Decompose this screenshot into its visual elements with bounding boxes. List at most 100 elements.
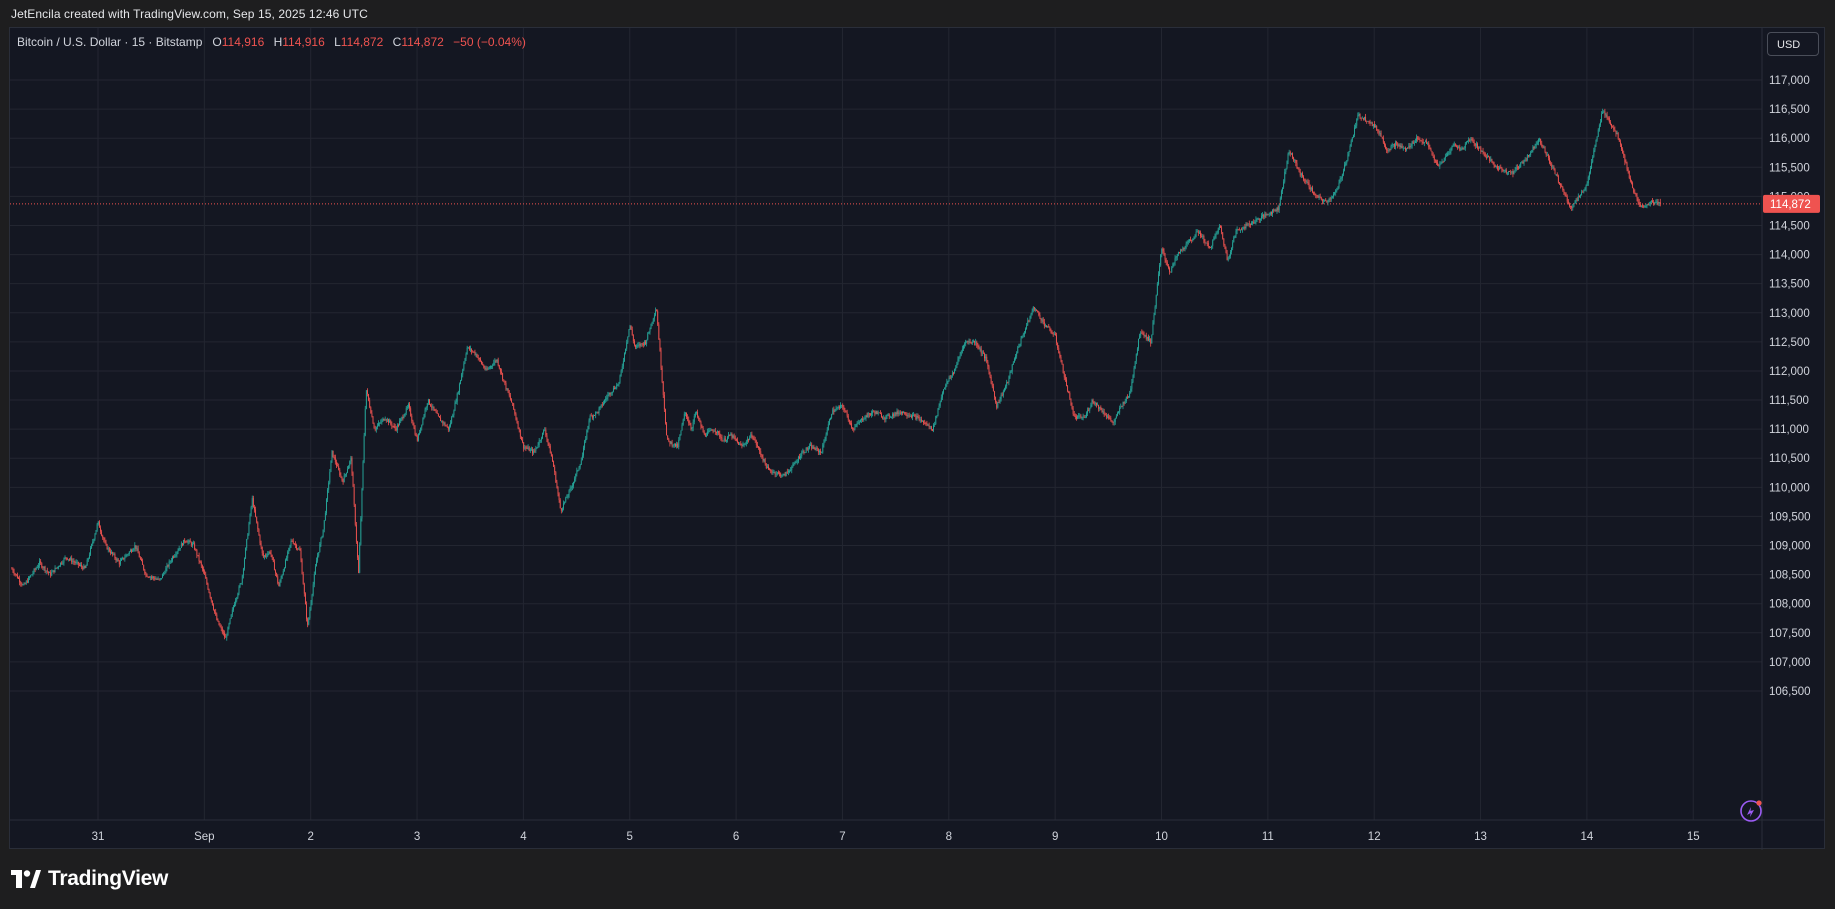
candle-body — [676, 444, 677, 447]
candle-body — [251, 498, 253, 508]
candle-body — [1175, 257, 1177, 259]
candle-body — [149, 576, 151, 578]
candle-body — [1531, 150, 1533, 153]
candle — [594, 414, 596, 416]
candle-body — [795, 461, 797, 464]
candle — [559, 498, 561, 509]
candle — [193, 540, 194, 545]
candle-body — [653, 315, 655, 319]
candle — [1607, 116, 1609, 121]
candle-body — [704, 433, 706, 436]
candle — [249, 513, 251, 525]
candle — [1124, 398, 1126, 405]
candle-body — [1552, 166, 1554, 168]
candle — [1305, 178, 1307, 185]
candle — [641, 342, 643, 347]
currency-button[interactable]: USD — [1767, 32, 1819, 56]
candle-body — [1344, 164, 1346, 171]
candle-body — [619, 375, 621, 383]
candle-body — [927, 424, 929, 426]
candle — [482, 361, 484, 366]
candle-body — [787, 470, 789, 473]
candle-body — [1249, 224, 1251, 226]
candle — [156, 577, 158, 581]
candle-body — [1112, 422, 1114, 423]
candle-body — [1243, 226, 1245, 230]
candle-body — [987, 361, 989, 367]
candle-body — [1001, 394, 1003, 396]
candle-body — [554, 466, 556, 473]
candle-body — [1013, 358, 1015, 363]
candle — [774, 471, 776, 478]
candle-body — [1448, 152, 1450, 154]
candle — [560, 507, 562, 514]
candle-body — [963, 345, 964, 349]
candle — [391, 421, 393, 430]
candle-body — [759, 447, 761, 452]
sparkle-icon[interactable] — [1738, 798, 1764, 824]
candle-body — [131, 550, 132, 552]
candle-body — [713, 430, 715, 432]
candle-body — [460, 380, 461, 385]
candle-body — [1268, 214, 1270, 216]
candle — [1361, 116, 1363, 119]
candle — [1177, 251, 1179, 257]
candle-body — [29, 577, 31, 578]
candle-body — [1033, 307, 1035, 310]
candle — [61, 561, 63, 565]
candle — [864, 415, 866, 420]
candle — [1011, 363, 1013, 375]
candle — [1539, 137, 1540, 142]
candle-body — [1547, 154, 1549, 158]
candle-body — [1374, 124, 1375, 128]
candle — [837, 405, 839, 410]
candle — [1463, 146, 1465, 150]
candle-body — [241, 575, 243, 584]
candle-body — [40, 561, 42, 564]
candle — [827, 421, 829, 431]
candle — [722, 440, 724, 442]
candle-body — [1604, 111, 1606, 115]
candle — [1268, 212, 1270, 217]
candle — [324, 510, 326, 521]
candle-body — [249, 513, 251, 524]
candle-body — [720, 437, 722, 439]
candle — [85, 564, 87, 568]
candle-body — [287, 551, 289, 558]
candle-body — [307, 618, 309, 625]
candle-body — [1504, 170, 1506, 172]
candle — [1609, 120, 1611, 126]
candle — [1022, 332, 1024, 338]
candle — [972, 339, 974, 343]
candle-body — [308, 617, 310, 625]
candle — [276, 572, 278, 578]
candle-body — [1339, 178, 1341, 183]
candle-body — [1490, 159, 1492, 162]
candle — [1193, 236, 1195, 241]
candle-body — [522, 440, 524, 443]
candle — [670, 440, 672, 445]
candle-body — [1534, 145, 1536, 149]
candle — [1626, 161, 1628, 172]
chart-panel[interactable] — [9, 27, 1825, 849]
candle-body — [12, 568, 14, 572]
candle — [853, 427, 855, 433]
candle-body — [793, 463, 795, 465]
candle — [203, 566, 204, 574]
candle-body — [1247, 223, 1249, 225]
candle — [73, 558, 75, 565]
candle — [961, 345, 963, 354]
candle-body — [1467, 141, 1468, 142]
candle-body — [1430, 149, 1432, 152]
candle-body — [23, 583, 25, 585]
candle-body — [990, 377, 992, 384]
candle — [11, 567, 13, 570]
candle — [599, 405, 601, 411]
candle-body — [426, 403, 428, 408]
candle — [762, 454, 764, 463]
candle — [74, 560, 76, 566]
symbol-title[interactable]: Bitcoin / U.S. Dollar · 15 · Bitstamp — [17, 35, 203, 49]
candle — [1216, 230, 1218, 235]
candle — [299, 545, 301, 551]
